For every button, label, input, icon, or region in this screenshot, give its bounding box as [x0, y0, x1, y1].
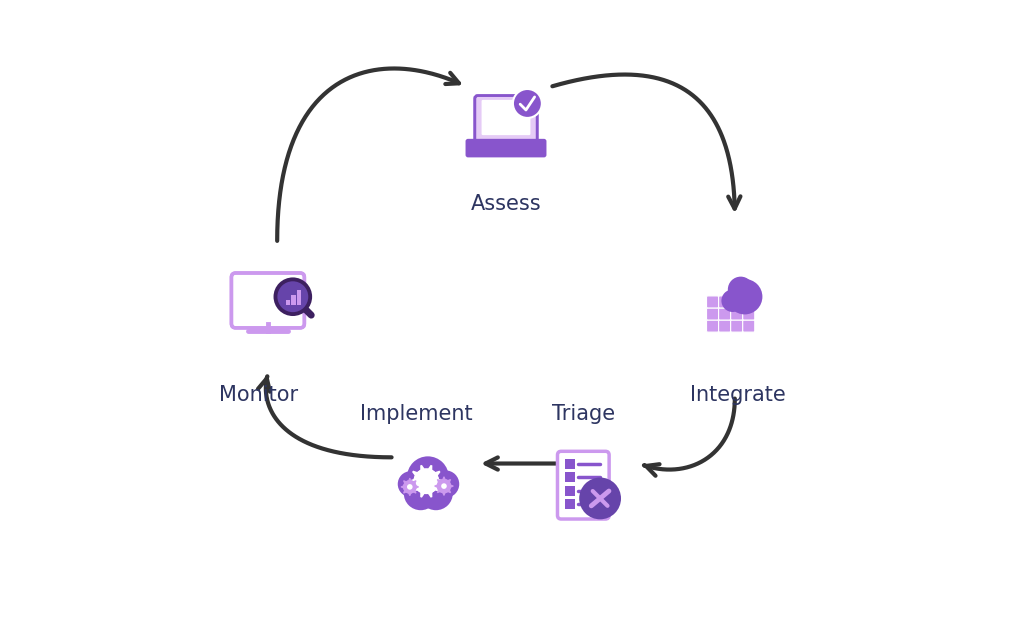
FancyBboxPatch shape — [730, 296, 742, 308]
FancyBboxPatch shape — [706, 320, 718, 332]
FancyBboxPatch shape — [481, 100, 530, 135]
FancyBboxPatch shape — [557, 451, 609, 519]
FancyBboxPatch shape — [730, 308, 742, 320]
Circle shape — [578, 477, 621, 519]
Circle shape — [419, 477, 452, 510]
FancyBboxPatch shape — [474, 95, 537, 142]
Circle shape — [403, 477, 437, 510]
FancyBboxPatch shape — [718, 320, 730, 332]
FancyBboxPatch shape — [706, 308, 718, 320]
Circle shape — [513, 89, 541, 118]
FancyBboxPatch shape — [742, 296, 754, 308]
FancyBboxPatch shape — [564, 485, 574, 495]
Circle shape — [402, 480, 417, 494]
Circle shape — [727, 276, 753, 303]
Polygon shape — [400, 478, 419, 496]
Circle shape — [721, 290, 743, 312]
FancyBboxPatch shape — [232, 273, 304, 328]
Circle shape — [406, 456, 448, 498]
Text: Assess: Assess — [470, 194, 541, 214]
Circle shape — [421, 476, 431, 487]
FancyBboxPatch shape — [296, 290, 301, 305]
Circle shape — [397, 471, 423, 497]
Circle shape — [277, 281, 308, 312]
FancyBboxPatch shape — [286, 300, 290, 305]
Text: Implement: Implement — [360, 404, 472, 424]
Text: Monitor: Monitor — [218, 386, 298, 406]
FancyBboxPatch shape — [718, 308, 730, 320]
FancyBboxPatch shape — [564, 499, 574, 509]
FancyBboxPatch shape — [564, 459, 574, 469]
FancyBboxPatch shape — [291, 295, 295, 305]
Circle shape — [273, 278, 311, 316]
FancyBboxPatch shape — [465, 139, 546, 157]
FancyBboxPatch shape — [718, 296, 730, 308]
Text: Triage: Triage — [551, 404, 615, 424]
Circle shape — [406, 484, 412, 490]
FancyBboxPatch shape — [742, 308, 754, 320]
FancyBboxPatch shape — [730, 320, 742, 332]
Circle shape — [441, 483, 446, 489]
Polygon shape — [434, 477, 453, 495]
FancyBboxPatch shape — [742, 320, 754, 332]
FancyBboxPatch shape — [564, 472, 574, 482]
Text: Integrate: Integrate — [690, 386, 785, 406]
Circle shape — [432, 470, 459, 498]
Polygon shape — [408, 465, 443, 498]
Circle shape — [437, 479, 451, 494]
FancyBboxPatch shape — [706, 296, 718, 308]
Circle shape — [726, 279, 761, 314]
Circle shape — [413, 469, 439, 494]
